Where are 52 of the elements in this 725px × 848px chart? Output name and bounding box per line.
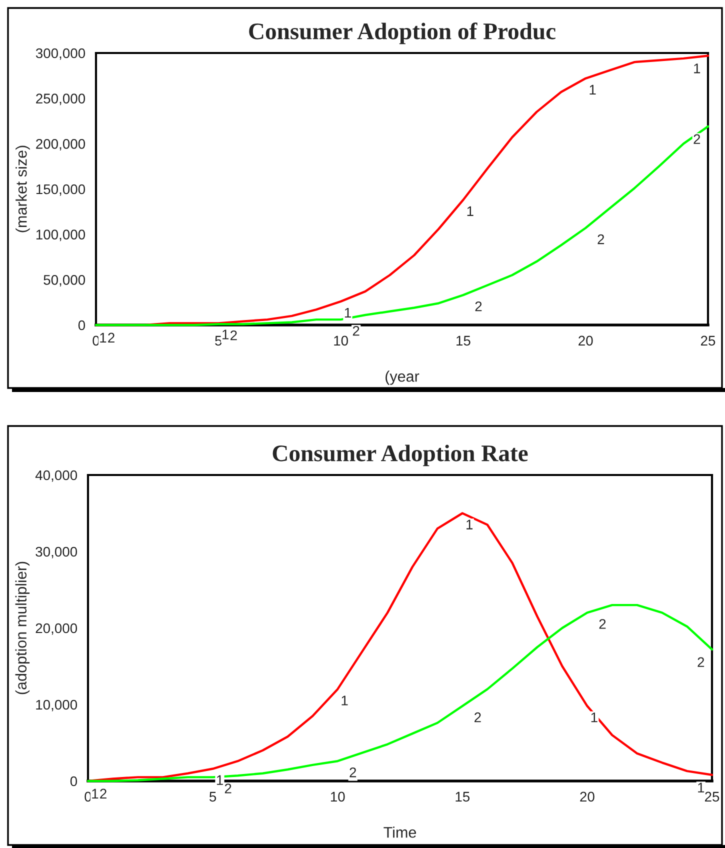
text: 2 xyxy=(350,768,356,778)
x-tick-label: 10 xyxy=(330,792,345,802)
text: 1 xyxy=(216,775,223,785)
text: 2 xyxy=(598,234,604,244)
series-label: 1 xyxy=(694,64,700,74)
text: 2 xyxy=(100,788,106,798)
text: 1 xyxy=(342,696,348,706)
text: 2 xyxy=(474,712,481,722)
text: 2 xyxy=(599,619,606,629)
y-tick-label: 250,000 xyxy=(36,94,86,106)
x-tick-label: 5 xyxy=(215,336,222,346)
text: 1 xyxy=(92,788,98,798)
text: 1 xyxy=(344,308,351,318)
text: 2 xyxy=(108,332,114,342)
y-axis-title: (market size) xyxy=(16,146,30,232)
text: 2 xyxy=(698,657,704,667)
series-label: 2 xyxy=(694,134,700,144)
text: 1 xyxy=(466,520,473,530)
text: 1 xyxy=(467,206,474,216)
series-label: 1 xyxy=(591,712,598,722)
series-label: 2 xyxy=(224,784,232,794)
y-tick-label: 40,000 xyxy=(35,470,78,482)
x-tick-label: 20 xyxy=(578,336,593,346)
y-tick-label: 100,000 xyxy=(36,230,86,242)
x-tick-label: 15 xyxy=(456,792,470,802)
text: 1 xyxy=(100,332,106,342)
y-tick-label: 0 xyxy=(78,320,86,330)
y-tick-label: 200,000 xyxy=(36,139,86,150)
x-tick-label: 10 xyxy=(334,336,348,346)
y-tick-label: 20,000 xyxy=(36,623,78,635)
x-tick-label: 25 xyxy=(700,336,716,346)
y-tick-label: 10,000 xyxy=(36,700,78,712)
y-axis-title: (adoption multiplier) xyxy=(15,562,30,694)
text: 1 xyxy=(590,84,596,94)
x-axis-title: (year xyxy=(386,370,420,385)
text: 1 xyxy=(222,330,229,340)
chart-title: Consumer Adoption of Produc xyxy=(249,22,556,44)
y-tick-label: 0 xyxy=(70,776,78,786)
text: 2 xyxy=(230,330,237,340)
text: 1 xyxy=(698,782,704,792)
y-tick-label: 150,000 xyxy=(36,184,86,196)
text: 2 xyxy=(352,326,360,336)
y-tick-label: 300,000 xyxy=(36,48,86,60)
x-axis-title: Time xyxy=(384,826,416,838)
x-tick-label: 15 xyxy=(456,336,470,346)
chart-title: Consumer Adoption Rate xyxy=(272,444,528,466)
y-tick-label: 50,000 xyxy=(44,275,86,286)
text: 2 xyxy=(475,301,482,312)
x-tick-label: 5 xyxy=(209,792,216,802)
y-tick-label: 30,000 xyxy=(36,546,78,558)
x-tick-label: 20 xyxy=(580,792,594,802)
x-tick-label: 25 xyxy=(704,792,720,802)
